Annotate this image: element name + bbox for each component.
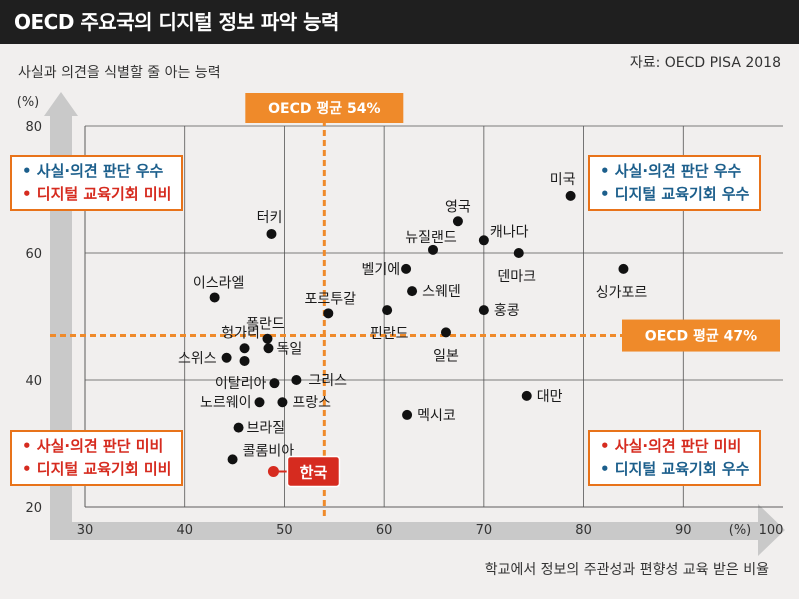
- data-point-label: 헝가리: [221, 325, 260, 341]
- data-point-dot: [269, 378, 280, 389]
- data-point-dot: [277, 397, 288, 408]
- quadrant-line: • 사실·의견 판단 우수: [600, 162, 742, 180]
- chart-title: OECD 주요국의 디지털 정보 파악 능력: [0, 0, 799, 44]
- x-axis-label: 학교에서 정보의 주관성과 편향성 교육 받은 비율: [484, 562, 769, 578]
- data-point-dot: [221, 352, 232, 363]
- data-point-label: 이탈리아: [215, 376, 267, 392]
- data-point-dot: [478, 235, 489, 246]
- x-tick-label: 100: [759, 523, 784, 538]
- data-point-dot: [227, 454, 238, 465]
- highlight-point-label: 한국: [300, 463, 328, 481]
- data-point-dot: [407, 286, 418, 297]
- data-point-dot: [440, 327, 451, 338]
- data-point-dot: [513, 248, 524, 258]
- quadrant-line: • 디지털 교육기회 미비: [22, 185, 172, 203]
- data-point-dot: [209, 292, 220, 303]
- quadrant-box-bottom-left: • 사실·의견 판단 미비 • 디지털 교육기회 미비: [10, 430, 184, 486]
- data-point-dot: [478, 305, 489, 316]
- data-point-label: 멕시코: [417, 408, 456, 424]
- x-unit-label: (%): [729, 523, 752, 538]
- data-point-dot: [254, 397, 265, 408]
- data-point-label: 덴마크: [497, 269, 536, 285]
- data-point-dot: [401, 263, 412, 274]
- data-point-label: 브라질: [247, 421, 286, 437]
- x-tick-label: 90: [675, 523, 692, 538]
- y-tick-label: 20: [25, 501, 42, 516]
- data-point-label: 뉴질랜드: [405, 230, 457, 246]
- data-point-label: 싱가포르: [596, 285, 648, 301]
- y-axis-label: 사실과 의견을 식별할 줄 아는 능력: [18, 65, 221, 81]
- data-point-label: 대만: [537, 389, 563, 405]
- data-point-label: 일본: [433, 348, 459, 364]
- data-point-label: 프랑스: [292, 395, 331, 411]
- quadrant-line: • 디지털 교육기회 미비: [22, 460, 172, 478]
- data-point-dot: [402, 409, 413, 420]
- quadrant-line: • 사실·의견 판단 미비: [22, 437, 164, 455]
- reference-label-y-box: [622, 319, 780, 352]
- quadrant-box-bottom-right: • 사실·의견 판단 미비 • 디지털 교육기회 우수: [588, 430, 762, 486]
- data-point-label: 이스라엘: [193, 275, 245, 291]
- highlight-label-box: [286, 455, 341, 488]
- data-point-label: 영국: [445, 199, 471, 215]
- reference-lines: OECD 평균 54% OECD 평균 47%: [50, 93, 780, 518]
- y-tick-label: 60: [25, 247, 42, 262]
- data-point-dot: [382, 305, 393, 316]
- data-point-dot: [262, 333, 273, 344]
- data-point-label: 폴란드: [246, 317, 285, 333]
- data-point-label: 포르투갈: [305, 291, 357, 307]
- data-point-dot: [323, 308, 334, 319]
- reference-label-y: OECD 평균 47%: [645, 328, 757, 345]
- data-point-label: 터키: [257, 210, 283, 226]
- data-point-label: 스웨덴: [422, 284, 461, 300]
- data-point-label: 미국: [550, 172, 576, 188]
- y-tick-label: 40: [25, 374, 42, 389]
- x-tick-label: 70: [476, 523, 493, 538]
- data-point-dot: [266, 228, 277, 239]
- x-tick-label: 50: [276, 523, 293, 538]
- data-point-label: 스위스: [178, 351, 217, 367]
- quadrant-line: • 사실·의견 판단 우수: [22, 162, 164, 180]
- data-point-dot: [239, 343, 250, 354]
- data-point-dot: [428, 244, 439, 255]
- reference-label-x-box: [245, 93, 404, 123]
- data-point-label: 벨기에: [361, 262, 400, 278]
- quadrant-box-top-right: • 사실·의견 판단 우수 • 디지털 교육기회 우수: [588, 155, 762, 211]
- data-point-label: 독일: [276, 341, 302, 357]
- y-unit-label: (%): [17, 95, 40, 110]
- quadrant-line: • 디지털 교육기회 우수: [600, 460, 750, 478]
- data-point-label: 핀란드: [370, 326, 409, 342]
- data-point-dot: [521, 390, 532, 401]
- quadrant-line: • 디지털 교육기회 우수: [600, 185, 750, 203]
- x-tick-label: 80: [575, 523, 592, 538]
- source-note: 자료: OECD PISA 2018: [629, 55, 781, 71]
- x-tick-label: 30: [77, 523, 94, 538]
- data-point-label: 그리스: [308, 373, 347, 389]
- data-point-dot: [263, 343, 274, 354]
- reference-label-x: OECD 평균 54%: [268, 100, 380, 117]
- data-point-dot: [565, 190, 576, 201]
- data-point-label: 콜롬비아: [243, 443, 295, 459]
- data-point-dot: [239, 355, 250, 366]
- data-point-dot: [291, 375, 302, 385]
- data-point-dot: [233, 422, 244, 433]
- tick-labels: 30 40 50 60 70 80 90 100 (%) 20 40 60 80 (%): [17, 95, 784, 538]
- quadrant-box-top-left: • 사실·의견 판단 우수 • 디지털 교육기회 미비: [10, 155, 184, 211]
- x-axis-arrow: [50, 504, 785, 556]
- x-tick-label: 40: [176, 523, 193, 538]
- quadrant-line: • 사실·의견 판단 미비: [600, 437, 742, 455]
- data-point-dot: [618, 263, 629, 274]
- data-point-dot: [452, 216, 463, 227]
- data-point-label: 홍콩: [494, 303, 520, 319]
- data-point-label: 노르웨이: [200, 395, 252, 411]
- x-tick-label: 60: [376, 523, 393, 538]
- y-tick-label: 80: [25, 120, 42, 135]
- data-point-label: 캐나다: [490, 224, 529, 240]
